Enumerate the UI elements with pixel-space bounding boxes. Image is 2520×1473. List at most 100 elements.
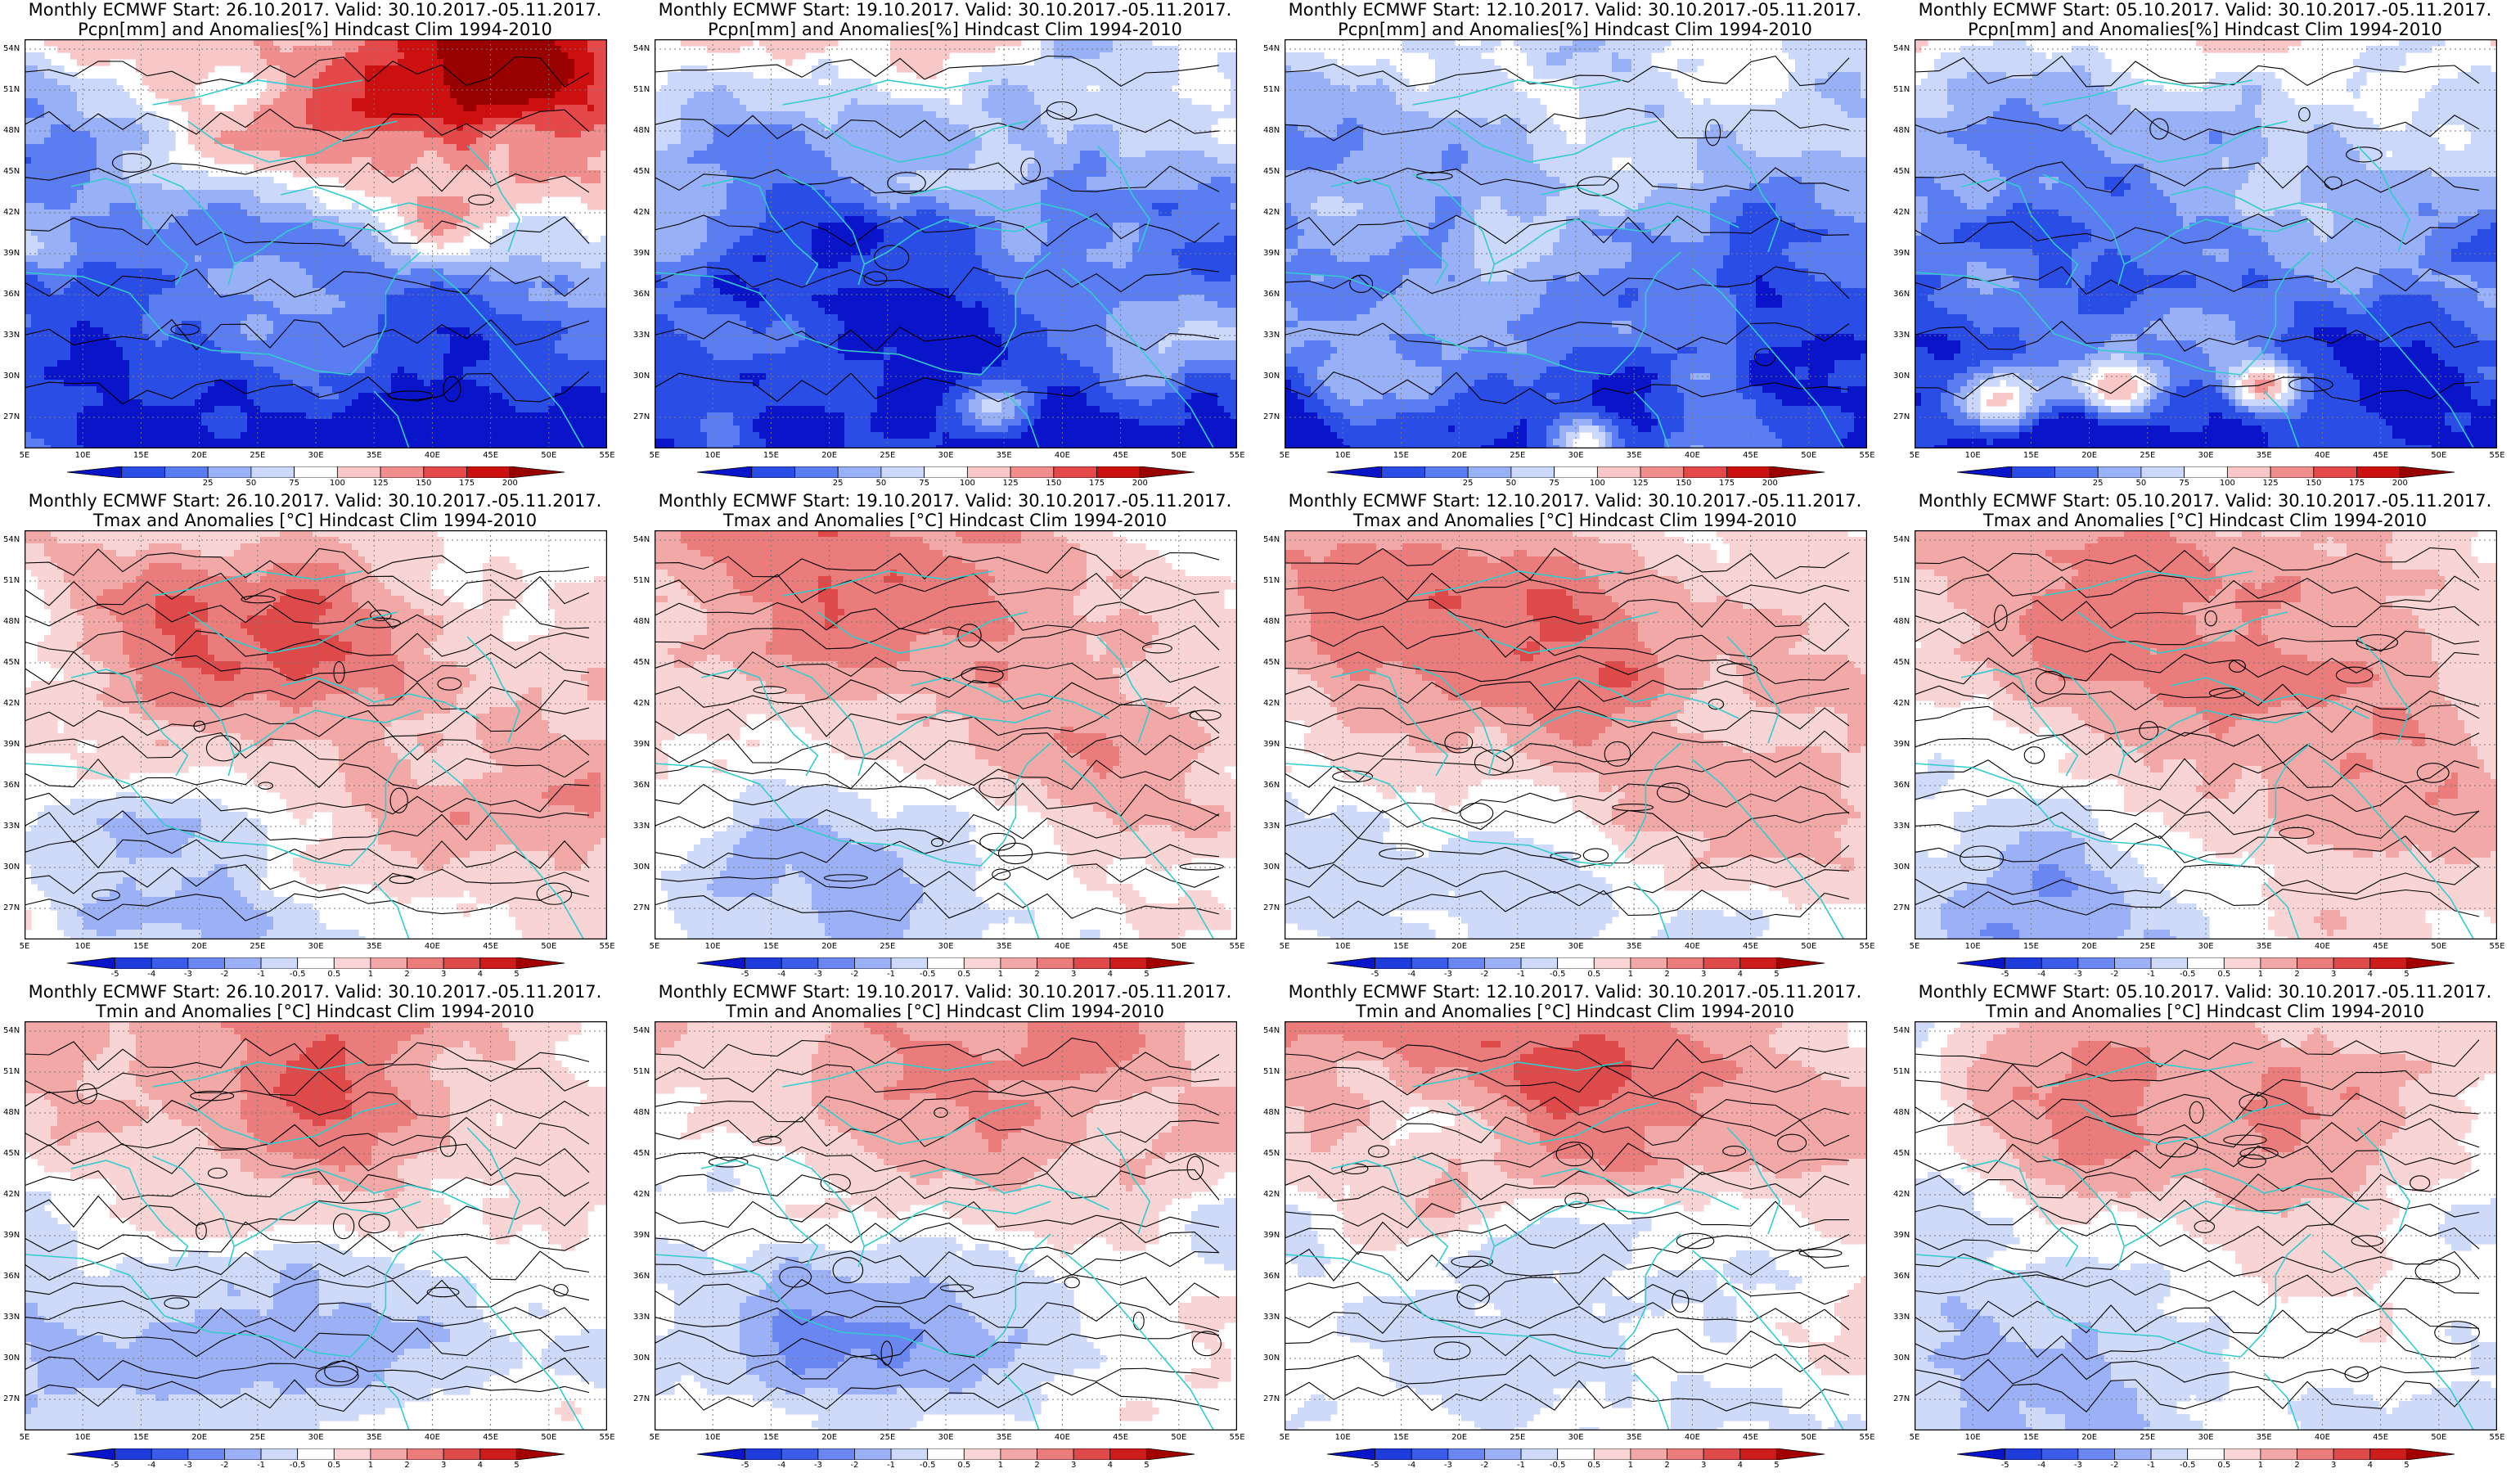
colorbar-segment <box>2369 1448 2407 1460</box>
colorbar-segment <box>2150 957 2189 969</box>
lon-tick-label: 45E <box>1105 1433 1137 1443</box>
colorbar-tick-label: 0.5 <box>2207 1461 2240 1471</box>
lat-tick-label: 33N <box>3 331 20 340</box>
map-frame <box>1285 530 1867 939</box>
colorbar-segment <box>1956 1448 2006 1460</box>
lon-tick-label: 10E <box>696 451 729 461</box>
colorbar-tick-label: 150 <box>2297 479 2330 489</box>
lon-tick-label: 55E <box>1851 451 1883 461</box>
colorbar-segment <box>1630 1448 1667 1460</box>
anomaly-map <box>25 1021 607 1430</box>
lon-tick-label: 50E <box>533 451 565 461</box>
colorbar-segment <box>250 466 295 478</box>
colorbar-segment <box>443 957 481 969</box>
colorbar-tick-label: -4 <box>765 1461 798 1471</box>
lon-tick-label: 10E <box>1326 451 1359 461</box>
panel-subtitle: Tmin and Anomalies [°C] Hindcast Clim 19… <box>1890 1002 2520 1021</box>
lat-tick-label: 42N <box>1263 699 1280 709</box>
lon-tick-label: 40E <box>1046 1433 1078 1443</box>
lon-tick-label: 5E <box>1898 1433 1931 1443</box>
colorbar-tick-label: 3 <box>2317 970 2350 980</box>
colorbar-tick-label: 0.5 <box>317 970 350 980</box>
lat-tick-label: 27N <box>3 1394 20 1404</box>
colorbar-tick-label: 100 <box>2211 479 2243 489</box>
lon-tick-label: 10E <box>696 1433 729 1443</box>
lat-tick-label: 36N <box>633 290 650 300</box>
colorbar-tick-label: 1 <box>1614 1461 1647 1471</box>
lon-tick-label: 20E <box>2073 451 2106 461</box>
lon-tick-label: 5E <box>638 942 671 952</box>
lat-tick-label: 30N <box>1263 1354 1280 1363</box>
panel-title: Monthly ECMWF Start: 05.10.2017. Valid: … <box>1890 491 2520 511</box>
lon-tick-label: 15E <box>1384 1433 1417 1443</box>
lat-tick-label: 33N <box>633 1313 650 1322</box>
colorbar-segment <box>1411 1448 1449 1460</box>
colorbar-segment <box>2405 1448 2455 1460</box>
map-panel: Monthly ECMWF Start: 26.10.2017. Valid: … <box>0 982 630 1473</box>
colorbar-tick-label: 5 <box>1130 1461 1163 1471</box>
lon-tick-label: 30E <box>299 451 332 461</box>
lat-tick-label: 51N <box>1893 85 1910 95</box>
colorbar-tick-label: 75 <box>2168 479 2201 489</box>
colorbar-segment <box>963 1448 1001 1460</box>
colorbar-tick-label: -5 <box>1359 1461 1392 1471</box>
lon-tick-label: 25E <box>2131 451 2164 461</box>
colorbar-tick-label: 200 <box>2383 479 2416 489</box>
map-frame <box>655 1021 1237 1430</box>
colorbar-segment <box>1630 957 1667 969</box>
colorbar-tick-label: 5 <box>1760 1461 1793 1471</box>
panel-title: Monthly ECMWF Start: 05.10.2017. Valid: … <box>1890 0 2520 20</box>
colorbar-tick-label: 75 <box>908 479 941 489</box>
lat-tick-label: 51N <box>1263 576 1280 586</box>
lat-tick-label: 39N <box>3 249 20 259</box>
colorbar-tick-label: -0.5 <box>1541 970 1574 980</box>
colorbar-tick-label: -4 <box>2025 970 2058 980</box>
colorbar-segment <box>927 957 965 969</box>
lat-tick-label: 33N <box>3 1313 20 1322</box>
lon-tick-label: 40E <box>2306 942 2338 952</box>
colorbar-segment <box>151 957 189 969</box>
lat-tick-label: 27N <box>633 412 650 422</box>
colorbar-tick-label: 4 <box>464 970 497 980</box>
lon-tick-label: 45E <box>1735 451 1767 461</box>
colorbar-segment <box>2260 1448 2297 1460</box>
colorbar-tick-label: 200 <box>493 479 526 489</box>
colorbar-segment <box>1683 466 1727 478</box>
lat-tick-label: 39N <box>1893 249 1910 259</box>
colorbar-tick-label: 50 <box>865 479 898 489</box>
colorbar-tick-label: 4 <box>2354 970 2387 980</box>
colorbar-segment <box>1375 957 1412 969</box>
colorbar-segment <box>1557 957 1595 969</box>
colorbar-segment <box>2097 466 2142 478</box>
colorbar-tick-label: -3 <box>172 970 205 980</box>
colorbar-segment <box>297 1448 335 1460</box>
coastlines <box>25 1061 585 1430</box>
colorbar-segment <box>466 466 511 478</box>
colorbar-tick-label: 0.5 <box>1577 1461 1610 1471</box>
lon-tick-label: 55E <box>1221 1433 1253 1443</box>
lon-tick-label: 55E <box>2481 1433 2513 1443</box>
colorbar-tick-label: 2 <box>1651 970 1684 980</box>
colorbar-segment <box>1593 957 1631 969</box>
colorbar-segment <box>336 466 381 478</box>
colorbar-segment <box>1000 1448 1037 1460</box>
colorbar-tick-label: -0.5 <box>911 970 944 980</box>
colorbar-tick-label: 4 <box>1094 1461 1127 1471</box>
coastlines <box>25 79 585 448</box>
colorbar-tick-label: -2 <box>208 1461 241 1471</box>
climatology-contours <box>1915 547 2480 917</box>
colorbar-segment <box>880 466 925 478</box>
lon-tick-label: 10E <box>1326 1433 1359 1443</box>
colorbar-tick-label: -4 <box>2025 1461 2058 1471</box>
map-panel: Monthly ECMWF Start: 19.10.2017. Valid: … <box>630 0 1260 491</box>
lon-tick-label: 10E <box>66 942 99 952</box>
lon-tick-label: 25E <box>1501 451 1534 461</box>
shaded-anomaly-field <box>25 530 607 939</box>
colorbar-segment <box>781 1448 819 1460</box>
lon-tick-label: 20E <box>2073 942 2106 952</box>
colorbar-tick-label: -4 <box>135 1461 168 1471</box>
lat-tick-label: 30N <box>633 863 650 872</box>
lat-tick-label: 42N <box>633 208 650 218</box>
lon-tick-label: 40E <box>1046 451 1078 461</box>
colorbar-segment <box>2369 957 2407 969</box>
